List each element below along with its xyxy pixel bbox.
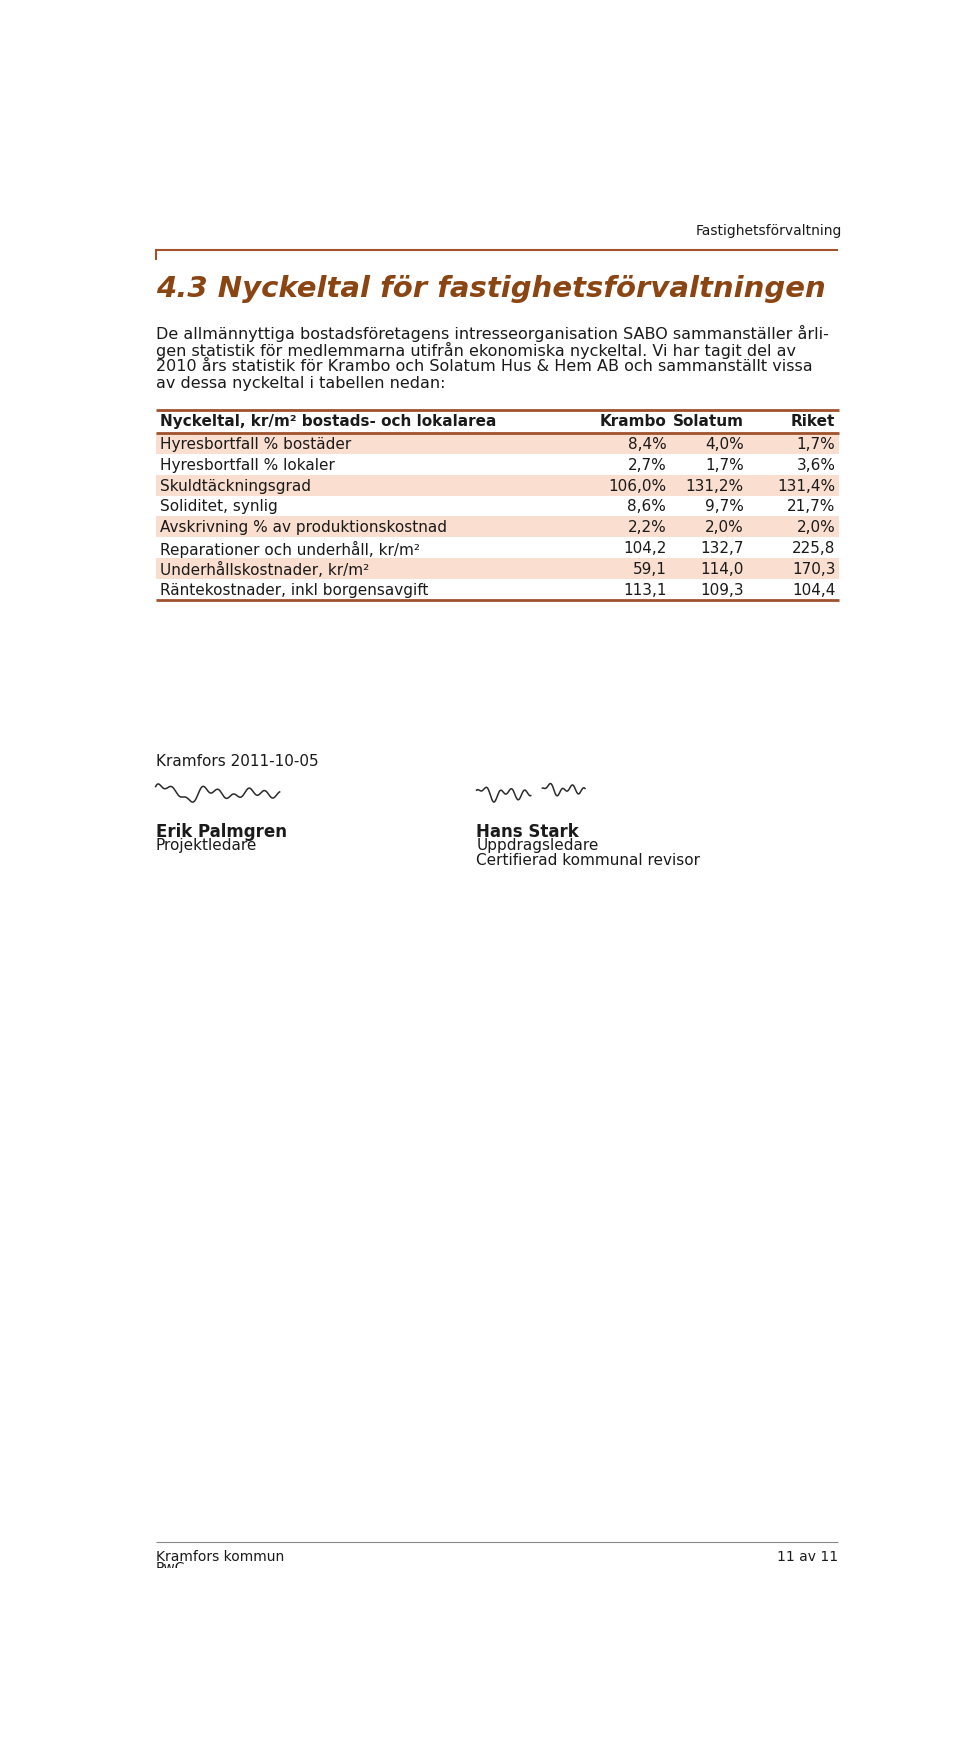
Text: Certifierad kommunal revisor: Certifierad kommunal revisor [476, 853, 701, 869]
Text: Nyckeltal, kr/m² bostads- och lokalarea: Nyckeltal, kr/m² bostads- och lokalarea [159, 414, 496, 428]
Text: Solatum: Solatum [673, 414, 744, 428]
Text: Reparationer och underhåll, kr/m²: Reparationer och underhåll, kr/m² [159, 541, 420, 559]
Text: av dessa nyckeltal i tabellen nedan:: av dessa nyckeltal i tabellen nedan: [156, 377, 445, 391]
Text: 2,0%: 2,0% [706, 520, 744, 536]
Text: gen statistik för medlemmarna utifrån ekonomiska nyckeltal. Vi har tagit del av: gen statistik för medlemmarna utifrån ek… [156, 342, 796, 359]
Text: Riket: Riket [791, 414, 835, 428]
Bar [156, 578, 839, 599]
Text: PwC: PwC [156, 1561, 185, 1575]
Text: Räntekostnader, inkl borgensavgift: Räntekostnader, inkl borgensavgift [159, 583, 428, 597]
Text: 132,7: 132,7 [701, 541, 744, 557]
Text: Uppdragsledare: Uppdragsledare [476, 839, 599, 853]
Bar [156, 537, 839, 559]
Text: 2,7%: 2,7% [628, 458, 666, 472]
Text: 11 av 11: 11 av 11 [777, 1551, 838, 1563]
Bar [156, 559, 839, 578]
Text: 2,2%: 2,2% [628, 520, 666, 536]
Text: Krambo: Krambo [600, 414, 666, 428]
Text: 1,7%: 1,7% [797, 437, 835, 453]
Text: 8,4%: 8,4% [628, 437, 666, 453]
Text: 21,7%: 21,7% [787, 499, 835, 515]
Text: 59,1: 59,1 [633, 562, 666, 576]
Bar [156, 516, 839, 537]
Text: 113,1: 113,1 [623, 583, 666, 597]
Text: 131,4%: 131,4% [778, 479, 835, 493]
Text: 104,2: 104,2 [623, 541, 666, 557]
Text: Fastighetsförvaltning: Fastighetsförvaltning [696, 224, 842, 238]
Text: Kramfors 2011-10-05: Kramfors 2011-10-05 [156, 754, 319, 768]
Text: Hyresbortfall % lokaler: Hyresbortfall % lokaler [159, 458, 334, 472]
Text: 106,0%: 106,0% [609, 479, 666, 493]
Text: Hyresbortfall % bostäder: Hyresbortfall % bostäder [159, 437, 350, 453]
Text: 104,4: 104,4 [792, 583, 835, 597]
Text: 225,8: 225,8 [792, 541, 835, 557]
Bar [156, 474, 839, 495]
Text: 8,6%: 8,6% [628, 499, 666, 515]
Text: Underhållskostnader, kr/m²: Underhållskostnader, kr/m² [159, 562, 369, 578]
Text: Kramfors kommun: Kramfors kommun [156, 1551, 284, 1563]
Bar [156, 495, 839, 516]
Text: 170,3: 170,3 [792, 562, 835, 576]
Bar [156, 455, 839, 474]
Bar [156, 433, 839, 455]
Text: 4,0%: 4,0% [706, 437, 744, 453]
Text: 114,0: 114,0 [701, 562, 744, 576]
Text: Projektledare: Projektledare [156, 839, 257, 853]
Text: Erik Palmgren: Erik Palmgren [156, 823, 287, 840]
Text: Avskrivning % av produktionskostnad: Avskrivning % av produktionskostnad [159, 520, 446, 536]
Text: 4.3 Nyckeltal för fastighetsförvaltningen: 4.3 Nyckeltal för fastighetsförvaltninge… [156, 275, 826, 303]
Text: 3,6%: 3,6% [797, 458, 835, 472]
Text: Skuldtäckningsgrad: Skuldtäckningsgrad [159, 479, 310, 493]
Text: 2010 års statistik för Krambo och Solatum Hus & Hem AB och sammanställt vissa: 2010 års statistik för Krambo och Solatu… [156, 359, 812, 374]
Bar [156, 411, 839, 433]
Text: Soliditet, synlig: Soliditet, synlig [159, 499, 277, 515]
Text: 109,3: 109,3 [700, 583, 744, 597]
Text: Hans Stark: Hans Stark [476, 823, 579, 840]
Text: 9,7%: 9,7% [705, 499, 744, 515]
Text: 1,7%: 1,7% [706, 458, 744, 472]
Text: 131,2%: 131,2% [685, 479, 744, 493]
Text: De allmännyttiga bostadsföretagens intresseorganisation SABO sammanställer årli-: De allmännyttiga bostadsföretagens intre… [156, 326, 828, 342]
Text: 2,0%: 2,0% [797, 520, 835, 536]
